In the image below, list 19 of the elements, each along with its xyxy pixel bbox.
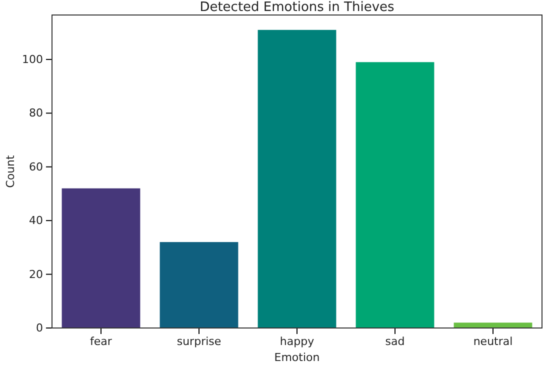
bar bbox=[454, 322, 532, 328]
x-tick-label: happy bbox=[280, 334, 315, 348]
y-tick-label: 60 bbox=[29, 160, 43, 174]
y-tick-label: 20 bbox=[29, 268, 43, 281]
y-tick-label: 0 bbox=[36, 322, 43, 335]
bar bbox=[258, 30, 336, 328]
x-tick-label: fear bbox=[90, 334, 112, 348]
y-tick-label: 40 bbox=[29, 214, 43, 228]
x-tick-label: sad bbox=[385, 334, 405, 348]
bar bbox=[160, 242, 238, 328]
chart-title: Detected Emotions in Thieves bbox=[200, 0, 395, 15]
bar bbox=[356, 62, 434, 328]
y-tick-label: 100 bbox=[22, 52, 43, 66]
bar bbox=[62, 188, 140, 328]
y-axis-title: Count bbox=[4, 154, 17, 188]
x-tick-label: neutral bbox=[473, 334, 513, 348]
y-tick-label: 80 bbox=[29, 106, 43, 120]
x-tick-label: surprise bbox=[176, 334, 222, 348]
x-axis-title: Emotion bbox=[274, 351, 320, 364]
